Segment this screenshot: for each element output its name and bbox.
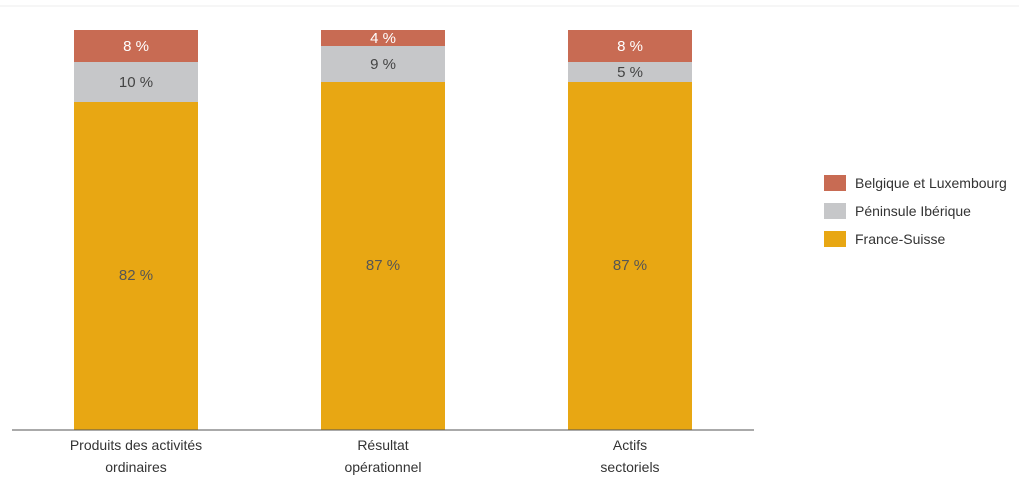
bar-segment-actifs-france-suisse: [568, 82, 692, 430]
category-label-produits-line-2: ordinaires: [105, 459, 166, 475]
category-label-actifs-line-1: Actifs: [613, 437, 647, 453]
bars-group: [74, 30, 692, 430]
legend-swatch-belgique-luxembourg: [824, 175, 846, 191]
legend-label-peninsule-iberique: Péninsule Ibérique: [855, 203, 971, 219]
category-label-produits-line-1: Produits des activités: [70, 437, 202, 453]
segment-label-actifs-belgique-luxembourg: 8 %: [617, 38, 643, 55]
segment-label-produits-belgique-luxembourg: 8 %: [123, 38, 149, 55]
bar-segment-actifs-belgique-luxembourg: [568, 30, 692, 62]
category-label-resultat-line-2: opérationnel: [344, 459, 421, 475]
bar-segment-resultat-france-suisse: [321, 82, 445, 430]
legend-swatch-peninsule-iberique: [824, 203, 846, 219]
segment-label-produits-france-suisse: 82 %: [119, 267, 153, 284]
category-label-resultat-line-1: Résultat: [357, 437, 408, 453]
bar-segment-resultat-peninsule-iberique: [321, 46, 445, 82]
segment-labels-group: 82 % 10 % 8 % 87 % 9 % 4 % 87 % 5 % 8 %: [119, 30, 647, 284]
legend: Belgique et Luxembourg Péninsule Ibérique…: [824, 175, 1007, 247]
segment-label-resultat-belgique-luxembourg: 4 %: [370, 30, 396, 47]
segment-label-produits-peninsule-iberique: 10 %: [119, 74, 153, 91]
legend-label-belgique-luxembourg: Belgique et Luxembourg: [855, 175, 1007, 191]
bar-segment-produits-belgique-luxembourg: [74, 30, 198, 62]
bar-segment-produits-france-suisse: [74, 102, 198, 430]
segment-label-resultat-france-suisse: 87 %: [366, 257, 400, 274]
bar-segment-resultat-belgique-luxembourg: [321, 30, 445, 46]
segment-label-resultat-peninsule-iberique: 9 %: [370, 56, 396, 73]
legend-swatch-france-suisse: [824, 231, 846, 247]
legend-label-france-suisse: France-Suisse: [855, 231, 945, 247]
bar-segment-produits-peninsule-iberique: [74, 62, 198, 102]
segment-label-actifs-peninsule-iberique: 5 %: [617, 64, 643, 81]
segment-label-actifs-france-suisse: 87 %: [613, 257, 647, 274]
category-label-actifs-line-2: sectoriels: [600, 459, 659, 475]
category-labels-group: Produits des activités ordinaires Résultat…: [70, 437, 660, 475]
bar-segment-actifs-peninsule-iberique: [568, 62, 692, 82]
